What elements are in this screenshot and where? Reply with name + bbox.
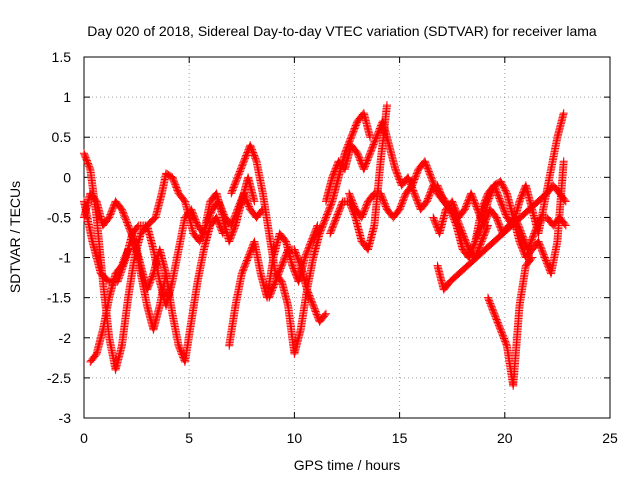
y-tick-label: -1 (59, 250, 72, 266)
data-point (312, 222, 321, 231)
plot-frame (83, 56, 611, 419)
data-point (528, 253, 537, 262)
y-tick-label: -3 (59, 410, 72, 426)
y-tick-label: 1.5 (52, 49, 72, 65)
x-tick-label: 0 (80, 430, 88, 446)
data-point (559, 157, 568, 166)
x-tick-label: 10 (287, 430, 303, 446)
data-point (313, 221, 322, 230)
data-point (250, 197, 259, 206)
data-point (561, 197, 570, 206)
data-point (218, 228, 227, 237)
y-tick-label: -1.5 (47, 290, 71, 306)
y-tick-label: 0 (63, 169, 71, 185)
data-markers (80, 101, 570, 390)
axis-ticks: 0 5 10 15 20 25 -3 -2.5 -2 -1.5 -1 -0.5 0 0.5 1 1.5 (47, 49, 618, 446)
data-point (559, 109, 568, 118)
data-point (560, 196, 569, 205)
chart-title: Day 020 of 2018, Sidereal Day-to-day VTE… (87, 23, 597, 39)
y-tick-label: -2.5 (47, 370, 71, 386)
x-axis-title: GPS time / hours (294, 457, 401, 473)
y-tick-label: 0.5 (52, 129, 72, 145)
data-point (218, 229, 227, 238)
data-point (382, 101, 391, 110)
data-point (283, 246, 292, 255)
grid (84, 57, 610, 418)
data-point (338, 198, 347, 207)
x-tick-label: 15 (392, 430, 408, 446)
data-point (162, 269, 171, 278)
x-tick-label: 25 (602, 430, 618, 446)
data-point (320, 311, 329, 320)
y-tick-label: 1 (63, 89, 71, 105)
data-point (527, 254, 536, 263)
y-tick-label: -0.5 (47, 209, 71, 225)
data-point (123, 246, 132, 255)
y-axis-title: SDTVAR / TECUs (7, 181, 23, 293)
data-point (561, 221, 570, 230)
x-tick-label: 20 (497, 430, 513, 446)
x-tick-label: 5 (185, 430, 193, 446)
y-tick-label: -2 (59, 330, 72, 346)
data-point (124, 245, 133, 254)
data-point (321, 309, 330, 318)
